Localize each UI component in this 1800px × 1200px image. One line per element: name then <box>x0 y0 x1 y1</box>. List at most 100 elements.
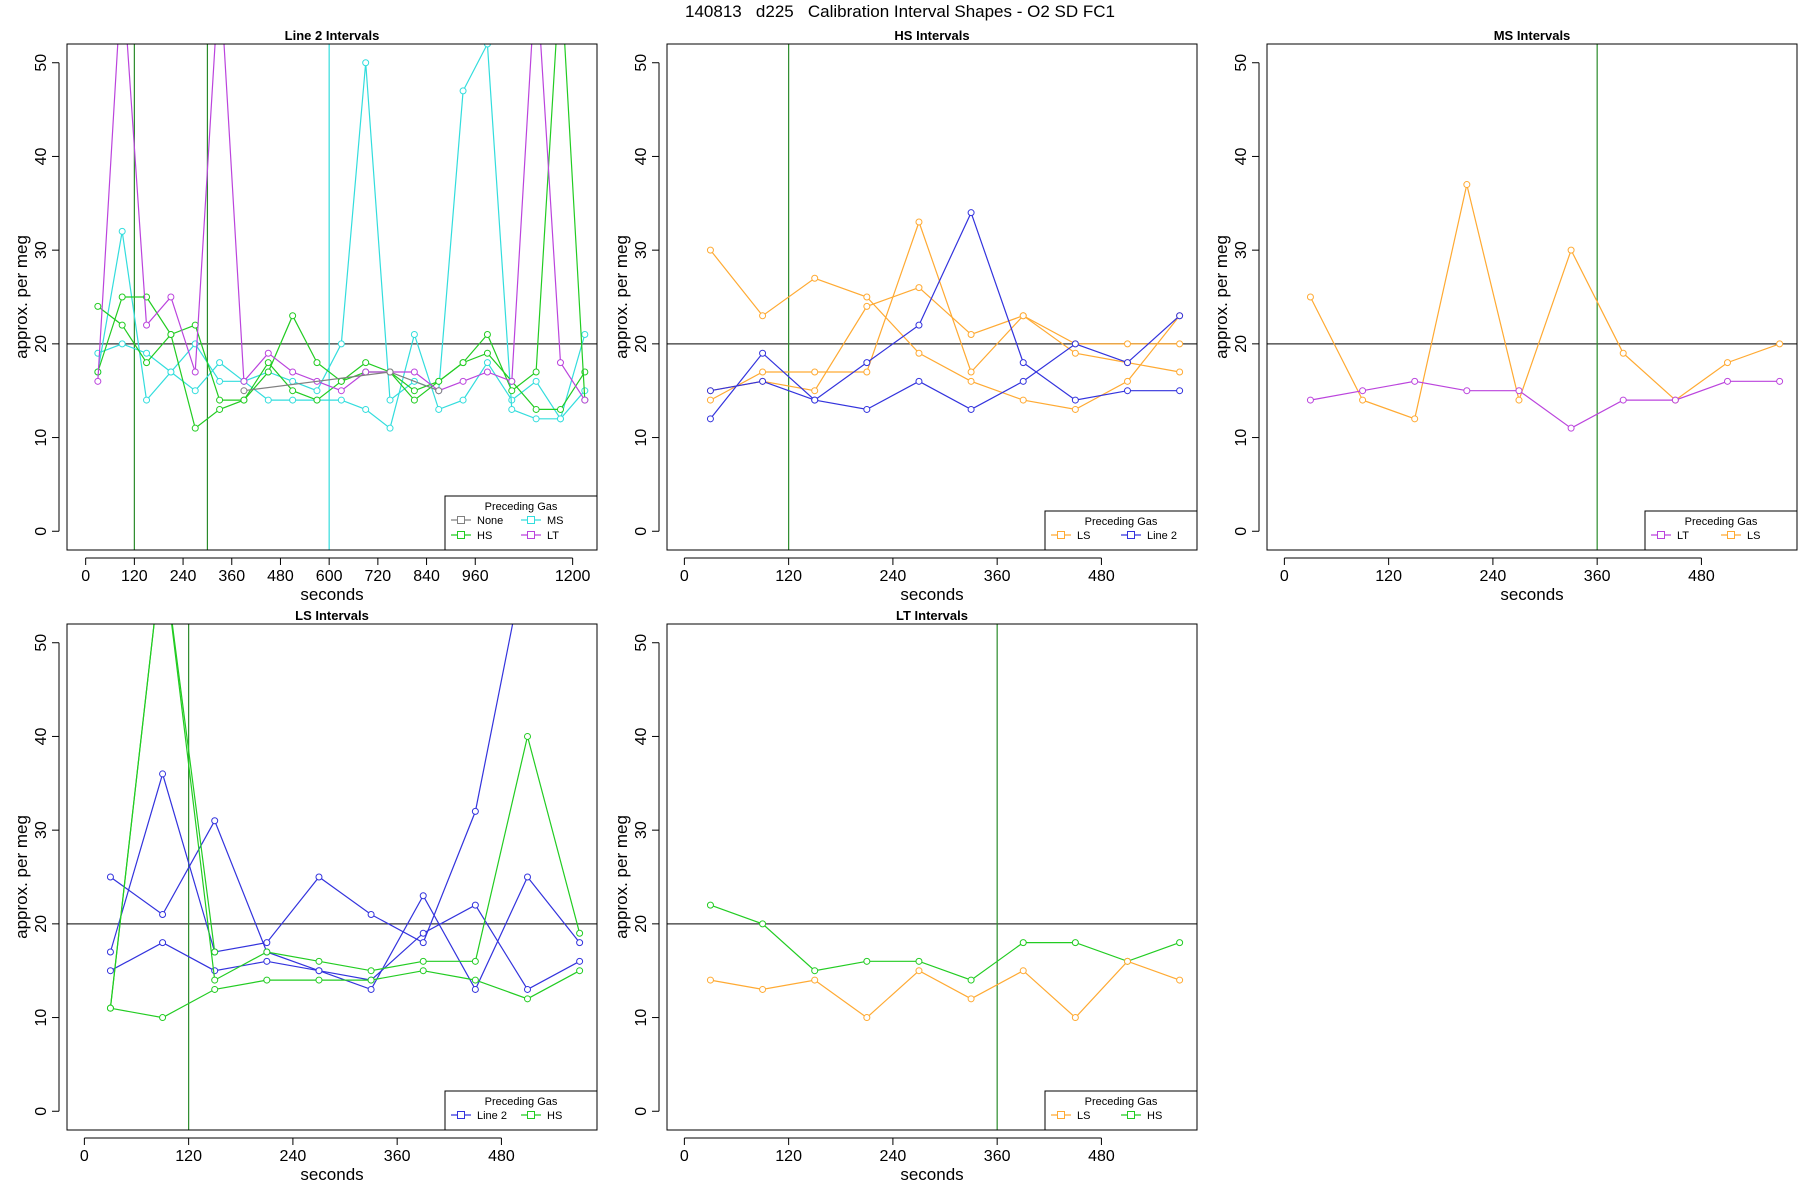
x-axis-label: seconds <box>1500 585 1563 600</box>
y-tick-label: 40 <box>1233 147 1250 165</box>
legend: Preceding Gas LS HS <box>1044 1090 1198 1131</box>
x-tick-label: 480 <box>1688 568 1715 585</box>
data-point <box>581 396 589 404</box>
data-point <box>811 274 819 282</box>
data-point <box>410 368 418 376</box>
data-point <box>386 368 394 376</box>
x-axis-label: seconds <box>900 1165 963 1180</box>
data-point <box>263 957 271 965</box>
chart-ms-intervals: MS Intervals 0 120 240 360 480 0 10 20 30 40 50 seco… <box>1212 28 1798 600</box>
data-point <box>362 359 370 367</box>
data-point <box>435 377 443 385</box>
data-point <box>263 939 271 947</box>
x-tick-label: 360 <box>1584 568 1611 585</box>
data-point <box>289 368 297 376</box>
data-point <box>315 976 323 984</box>
data-point <box>532 377 540 385</box>
y-axis-label: approx. per meg <box>612 235 631 359</box>
data-point <box>1359 396 1367 404</box>
data-point <box>1071 1014 1079 1022</box>
data-point <box>1723 359 1731 367</box>
data-point <box>1619 349 1627 357</box>
data-point <box>483 330 491 338</box>
data-point <box>863 405 871 413</box>
data-point <box>410 396 418 404</box>
data-point <box>523 985 531 993</box>
data-point <box>576 957 584 965</box>
x-tick-label: 240 <box>170 568 197 585</box>
series-line-hs <box>109 624 216 1009</box>
data-point <box>1019 967 1027 975</box>
x-tick-label: 0 <box>81 568 90 585</box>
y-tick-label: 50 <box>633 634 650 652</box>
data-point <box>508 387 516 395</box>
data-point <box>118 340 126 348</box>
data-point <box>1123 957 1131 965</box>
y-tick-label: 20 <box>33 335 50 353</box>
data-point <box>143 321 151 329</box>
legend-box <box>1044 510 1198 551</box>
data-point <box>1411 377 1419 385</box>
data-point <box>143 349 151 357</box>
data-point <box>967 209 975 217</box>
data-point <box>967 368 975 376</box>
legend-box <box>444 1090 598 1131</box>
y-tick-label: 40 <box>633 727 650 745</box>
series-line-hs <box>97 44 586 430</box>
x-tick-label: 360 <box>984 1148 1011 1165</box>
data-point <box>967 995 975 1003</box>
data-point <box>471 807 479 815</box>
y-tick-label: 10 <box>633 429 650 447</box>
data-point <box>315 967 323 975</box>
chart-line2-intervals: Line 2 Intervals 0 120 240 360 480 600 720 840 96… <box>12 28 598 600</box>
data-point <box>362 405 370 413</box>
data-point <box>459 359 467 367</box>
data-point <box>264 368 272 376</box>
data-point <box>216 405 224 413</box>
data-point <box>337 340 345 348</box>
data-point <box>759 377 767 385</box>
chart-hs-intervals: HS Intervals 0 120 240 360 480 0 10 20 30 40 50 seco… <box>612 28 1198 600</box>
data-point <box>576 967 584 975</box>
y-tick-label: 0 <box>633 1107 650 1116</box>
series-line-line-2 <box>709 211 1180 420</box>
data-point <box>367 985 375 993</box>
data-point <box>159 770 167 778</box>
data-point <box>471 901 479 909</box>
data-point <box>459 396 467 404</box>
x-tick-label: 480 <box>1088 568 1115 585</box>
legend-entry-line-2: Line 2 <box>477 1110 507 1122</box>
x-tick-label: 360 <box>984 568 1011 585</box>
data-point <box>1776 377 1784 385</box>
series-line-ls <box>1309 184 1780 420</box>
y-axis-label: approx. per meg <box>12 815 31 939</box>
data-point <box>556 359 564 367</box>
legend-swatch-marker-ms <box>527 516 535 524</box>
data-point <box>483 349 491 357</box>
plot-frame <box>666 43 1198 551</box>
data-point <box>863 302 871 310</box>
legend-swatch-marker-none <box>457 516 465 524</box>
data-point <box>1176 368 1184 376</box>
chart-title: MS Intervals <box>1494 28 1571 43</box>
legend-box <box>1644 510 1798 551</box>
legend-title: Preceding Gas <box>1685 516 1758 528</box>
data-point <box>1019 396 1027 404</box>
legend-swatch-marker-lt <box>527 531 535 539</box>
page-title: 140813 d225 Calibration Interval Shapes … <box>685 2 1115 21</box>
data-point <box>435 387 443 395</box>
x-tick-label: 240 <box>880 1148 907 1165</box>
data-point <box>167 330 175 338</box>
legend-title: Preceding Gas <box>485 1096 558 1108</box>
chart-title: LS Intervals <box>295 608 369 623</box>
data-point <box>143 359 151 367</box>
legend-entry-lt: LT <box>1677 530 1689 542</box>
legend-title: Preceding Gas <box>1085 1096 1158 1108</box>
y-tick-label: 50 <box>33 634 50 652</box>
data-point <box>1723 377 1731 385</box>
data-point <box>1463 181 1471 189</box>
data-point <box>191 424 199 432</box>
data-point <box>532 405 540 413</box>
y-tick-label: 0 <box>33 527 50 536</box>
y-tick-label: 20 <box>633 915 650 933</box>
